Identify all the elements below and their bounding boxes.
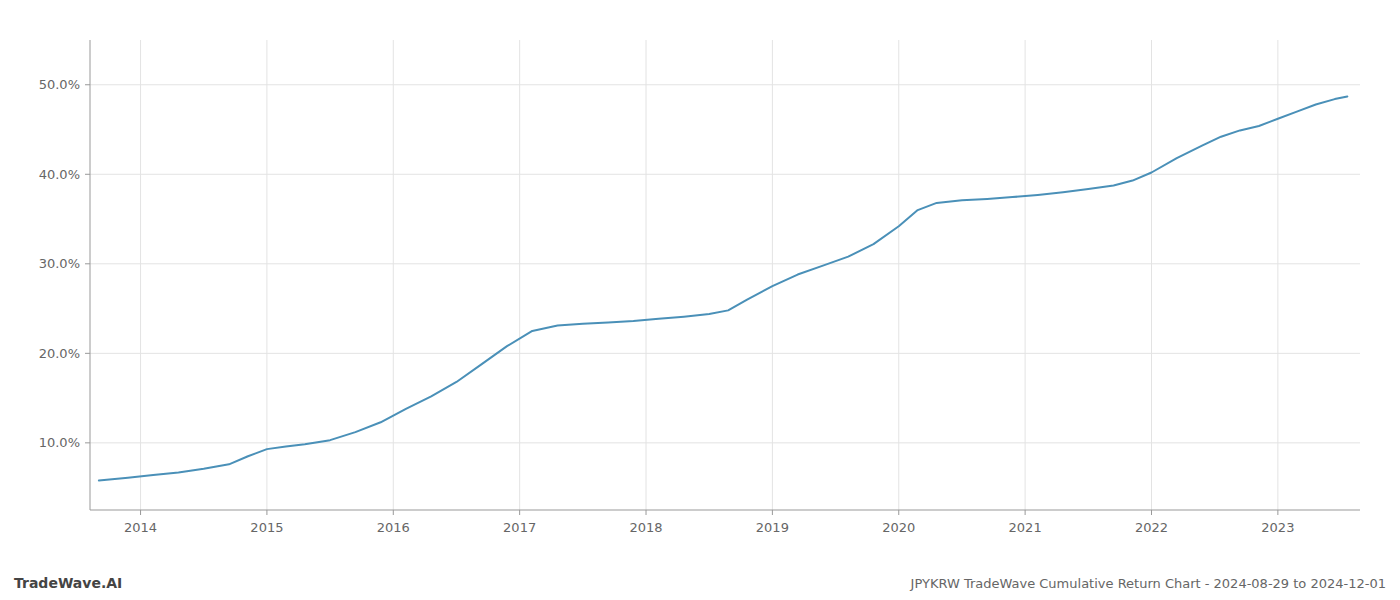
x-tick [1277, 510, 1278, 515]
line [99, 96, 1348, 480]
x-tick-label: 2019 [756, 520, 789, 535]
grid-line-y [90, 353, 1360, 354]
y-tick [85, 263, 90, 264]
y-axis: 10.0% 20.0% 30.0% 40.0% 50.0% [39, 77, 90, 450]
grid-line-x [393, 40, 394, 510]
y-tick-label: 40.0% [39, 167, 80, 182]
x-tick [1025, 510, 1026, 515]
grid-line-x [266, 40, 267, 510]
x-tick-label: 2020 [882, 520, 915, 535]
grid-line-x [1151, 40, 1152, 510]
y-tick-label: 20.0% [39, 346, 80, 361]
x-tick [898, 510, 899, 515]
x-tick [519, 510, 520, 515]
y-tick-label: 50.0% [39, 77, 80, 92]
grid-line-y [90, 263, 1360, 264]
x-tick-label: 2015 [250, 520, 283, 535]
grid-line-x [646, 40, 647, 510]
x-tick [266, 510, 267, 515]
x-tick [140, 510, 141, 515]
y-tick [85, 84, 90, 85]
x-tick [393, 510, 394, 515]
y-tick [85, 174, 90, 175]
x-tick-label: 2023 [1261, 520, 1294, 535]
x-tick [646, 510, 647, 515]
grid-line-y [90, 84, 1360, 85]
y-tick-label: 10.0% [39, 435, 80, 450]
x-tick-label: 2022 [1135, 520, 1168, 535]
x-tick-label: 2018 [629, 520, 662, 535]
x-tick-label: 2014 [124, 520, 157, 535]
grid-line-x [519, 40, 520, 510]
grid-line-x [1025, 40, 1026, 510]
x-tick [772, 510, 773, 515]
grid-line-y [90, 174, 1360, 175]
y-axis-line [90, 40, 91, 510]
x-axis: 2014 2015 2016 2017 2018 2019 2020 2021 2022 2023 [124, 510, 1294, 535]
grid-line-x [898, 40, 899, 510]
x-tick-label: 2017 [503, 520, 536, 535]
y-tick [85, 353, 90, 354]
x-tick-label: 2021 [1009, 520, 1042, 535]
x-axis-line [90, 510, 1360, 511]
watermark: TradeWave.AI [14, 575, 122, 591]
grid [90, 40, 1360, 510]
chart: 2014 2015 2016 2017 2018 2019 2020 2021 2022 2023… [0, 0, 1400, 600]
y-tick [85, 442, 90, 443]
grid-line-x [1277, 40, 1278, 510]
grid-line-x [140, 40, 141, 510]
grid-line-y [90, 442, 1360, 443]
plot-area [99, 96, 1348, 480]
grid-line-x [772, 40, 773, 510]
y-tick-label: 30.0% [39, 256, 80, 271]
background [0, 0, 1400, 600]
x-tick-label: 2016 [377, 520, 410, 535]
x-tick [1151, 510, 1152, 515]
title: JPYKRW TradeWave Cumulative Return Chart… [910, 576, 1386, 591]
